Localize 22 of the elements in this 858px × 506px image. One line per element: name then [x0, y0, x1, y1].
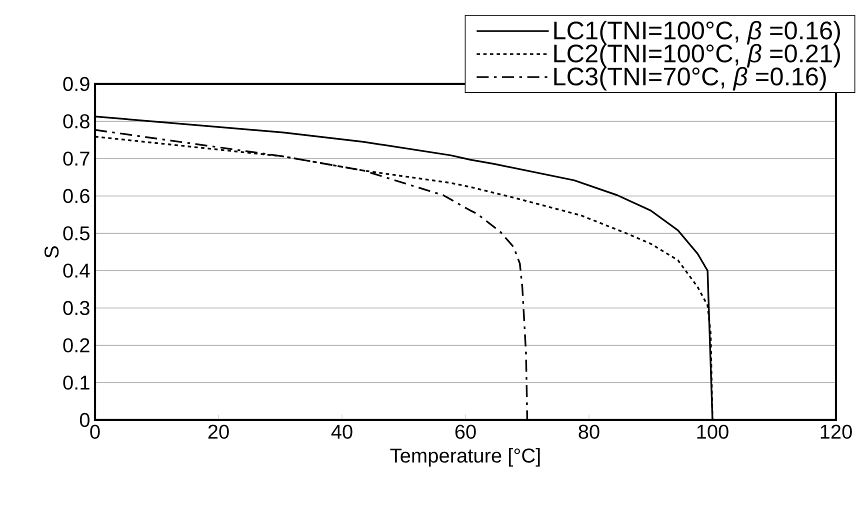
y-tick-label: 0.6	[63, 188, 90, 204]
x-tick-label: 0	[90, 424, 100, 439]
y-tick-label: 0.5	[63, 226, 90, 240]
x-tick-label: 60	[455, 424, 476, 439]
x-axis-title: Temperature [°C]	[390, 448, 540, 467]
y-tick-label: 0.7	[63, 152, 90, 166]
y-tick-label: 0.1	[63, 376, 90, 390]
y-tick-label: 0.8	[63, 114, 90, 128]
y-tick-label: 0.9	[63, 76, 90, 92]
y-tick-label: 0	[80, 412, 90, 428]
x-tick-label: 100	[697, 424, 728, 439]
x-tick-label: 120	[820, 424, 852, 439]
x-tick-label: 40	[331, 424, 352, 439]
legend-label: LC2(TNI=100°C, β =0.21)	[554, 44, 840, 68]
y-tick-label: 0.3	[63, 300, 90, 316]
x-tick-label: 20	[208, 424, 229, 439]
legend-label: LC1(TNI=100°C, β =0.16)	[554, 20, 840, 44]
x-tick-label: 80	[578, 424, 600, 439]
y-tick-label: 0.2	[63, 338, 90, 352]
y-axis-title: S	[44, 246, 59, 258]
legend-label: LC3(TNI=70°C, β =0.16)	[554, 66, 826, 90]
y-tick-label: 0.4	[63, 264, 90, 278]
